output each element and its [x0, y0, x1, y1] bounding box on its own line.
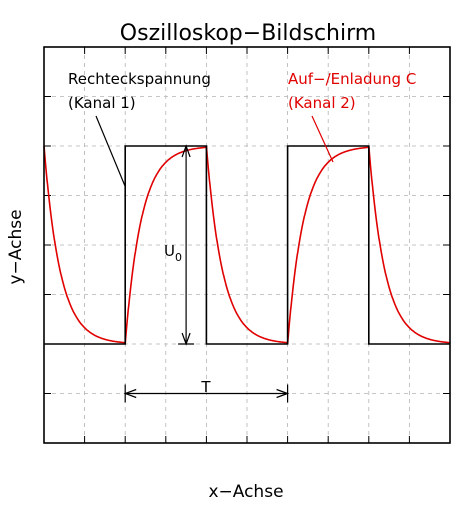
period-annotation: T — [123, 378, 290, 403]
series-channel-2-curve — [43, 145, 451, 345]
channel-2-label-line1: Auf−/Enladung C — [288, 70, 416, 88]
channel-2-annotation: Auf−/Enladung C (Kanal 2) — [288, 70, 416, 163]
grid — [44, 47, 450, 443]
plot-frame — [43, 46, 451, 444]
channel-2-pointer — [311, 115, 334, 163]
period-label: T — [200, 378, 211, 396]
y-axis-label: y−Achse — [6, 209, 26, 284]
axis-ticks — [44, 47, 450, 443]
chart-title: Oszilloskop−Bildschirm — [120, 21, 376, 46]
amplitude-arrow-head-top — [181, 144, 191, 158]
x-axis-label: x−Achse — [208, 482, 283, 502]
channel-1-label-line2: (Kanal 1) — [68, 94, 136, 112]
channel-1-pointer — [95, 115, 126, 187]
channel-1-annotation: Rechteckspannung (Kanal 1) — [68, 70, 211, 187]
series-channel-1-square-wave — [44, 145, 450, 345]
channel-2-label-line2: (Kanal 2) — [288, 94, 356, 112]
amplitude-annotation: U0 — [164, 144, 195, 346]
channel-1-label-line1: Rechteckspannung — [68, 70, 211, 88]
amplitude-subscript: 0 — [175, 251, 182, 264]
amplitude-label: U0 — [164, 242, 182, 264]
